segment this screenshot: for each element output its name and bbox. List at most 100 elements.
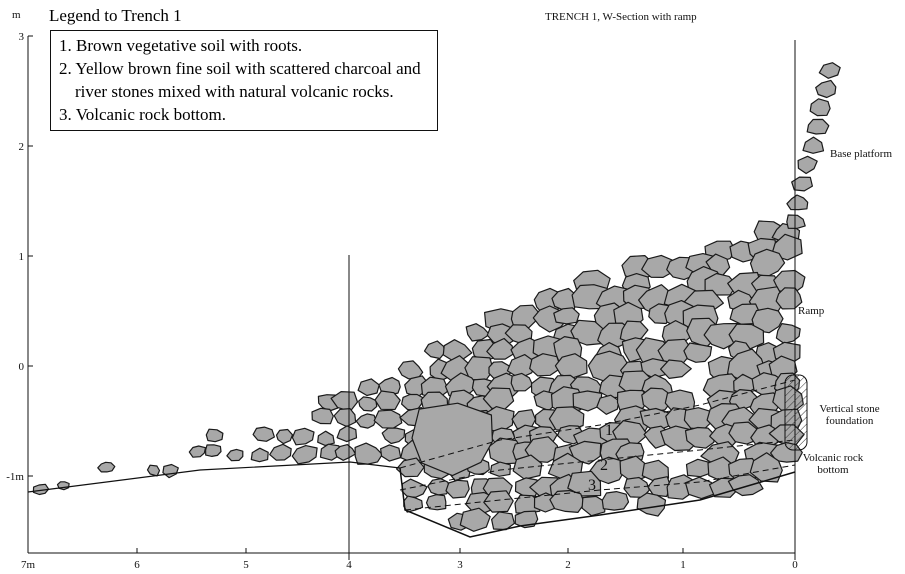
stone xyxy=(355,413,377,429)
stone xyxy=(489,461,511,477)
stone xyxy=(425,494,447,511)
stones xyxy=(32,62,841,532)
x-tick-label: 5 xyxy=(243,559,249,571)
stone xyxy=(146,464,161,477)
y-unit: m xyxy=(12,9,21,21)
stone xyxy=(641,459,670,482)
stone xyxy=(659,359,692,379)
legend-title: Legend to Trench 1 xyxy=(49,6,182,25)
stone xyxy=(291,427,315,446)
stone xyxy=(483,490,514,513)
stone xyxy=(786,214,806,229)
stone xyxy=(423,340,446,360)
stone xyxy=(269,443,292,461)
stone xyxy=(751,307,784,334)
stone xyxy=(704,272,738,296)
stone xyxy=(32,483,50,496)
label: Ramp xyxy=(798,305,825,317)
legend: Legend to Trench 1 1. Brown vegetative s… xyxy=(49,6,438,131)
stone xyxy=(567,470,602,497)
stone xyxy=(683,342,713,363)
stone xyxy=(205,428,224,443)
stone xyxy=(727,474,764,497)
stone xyxy=(572,390,603,412)
stone xyxy=(291,445,318,465)
stone xyxy=(397,360,424,380)
stone xyxy=(510,372,534,392)
stone xyxy=(317,430,335,446)
title: TRENCH 1, W-Section with ramp xyxy=(545,11,697,23)
stone xyxy=(684,426,715,449)
ground-line xyxy=(27,461,401,493)
layer-boundary xyxy=(399,439,796,491)
stone xyxy=(806,118,830,135)
foundation xyxy=(784,374,808,451)
stone xyxy=(427,478,451,496)
x-tick-label: 2 xyxy=(565,559,571,571)
stone xyxy=(548,406,585,431)
stone xyxy=(802,136,825,154)
stone xyxy=(601,491,630,511)
stone xyxy=(491,511,516,531)
stone xyxy=(205,444,222,457)
stone xyxy=(797,155,818,175)
stone xyxy=(791,176,814,192)
stone xyxy=(459,507,491,532)
y-tick-label: 2 xyxy=(19,141,25,153)
stone xyxy=(336,425,358,443)
stone xyxy=(97,461,116,473)
stone xyxy=(445,479,470,499)
x-tick-label: 6 xyxy=(134,559,140,571)
stone xyxy=(549,490,586,514)
stone xyxy=(275,428,294,445)
stone xyxy=(524,436,560,463)
stone xyxy=(311,407,334,425)
x-tick-label: 0 xyxy=(792,559,798,571)
label: Vertical stone foundation xyxy=(819,403,880,427)
stone xyxy=(786,194,809,211)
stone xyxy=(510,304,541,330)
stone xyxy=(775,323,801,344)
y-tick-label: 0 xyxy=(19,361,25,373)
stone xyxy=(581,495,606,517)
x-tick-label: 4 xyxy=(346,559,352,571)
layer-number: 2 xyxy=(600,457,608,474)
stone xyxy=(818,62,841,79)
stone xyxy=(514,510,539,529)
legend-item: 2. Yellow brown fine soil with scattered… xyxy=(59,59,421,101)
stone xyxy=(553,307,580,325)
stone xyxy=(252,426,275,442)
stone xyxy=(381,427,406,445)
legend-item: 3. Volcanic rock bottom. xyxy=(59,105,226,124)
stone xyxy=(319,443,342,461)
stone xyxy=(226,448,244,462)
stone xyxy=(411,402,493,477)
stone xyxy=(357,378,380,397)
stone xyxy=(354,442,383,465)
x-tick-label: 7m xyxy=(21,559,36,571)
stone xyxy=(396,457,425,478)
stone xyxy=(250,447,269,463)
stone xyxy=(815,79,837,99)
legend-item: 1. Brown vegetative soil with roots. xyxy=(59,36,303,55)
stone xyxy=(749,452,783,483)
stone xyxy=(514,477,540,497)
y-tick-label: -1m xyxy=(6,471,24,483)
x-tick-label: 3 xyxy=(457,559,463,571)
stone xyxy=(334,444,356,461)
label: Volcanic rock bottom xyxy=(802,452,864,476)
x-tick-label: 1 xyxy=(680,559,686,571)
layer-number: 3 xyxy=(588,477,596,494)
stone xyxy=(809,98,831,117)
layer-number: 1 xyxy=(605,422,613,439)
layer-boundary xyxy=(404,464,796,511)
y-tick-label: 1 xyxy=(19,251,25,263)
stone xyxy=(504,324,533,345)
stone xyxy=(596,394,620,415)
stone xyxy=(374,390,401,411)
y-tick-label: 3 xyxy=(19,31,25,43)
stone xyxy=(188,445,207,458)
label: Base platform xyxy=(830,148,893,160)
